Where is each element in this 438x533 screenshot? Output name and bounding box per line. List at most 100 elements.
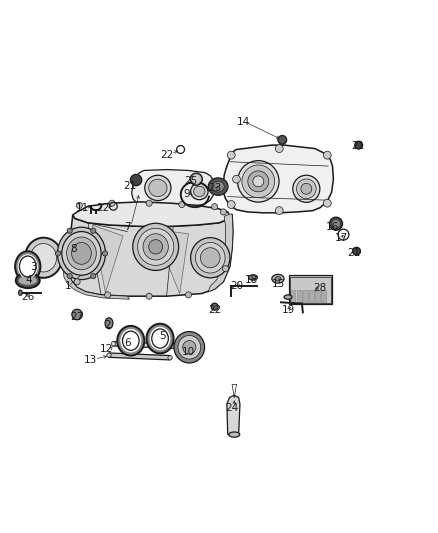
Ellipse shape bbox=[133, 223, 179, 270]
Circle shape bbox=[91, 228, 96, 233]
Ellipse shape bbox=[191, 183, 208, 200]
Polygon shape bbox=[132, 169, 215, 207]
Text: 7: 7 bbox=[124, 222, 131, 232]
Ellipse shape bbox=[301, 183, 312, 194]
Text: 21: 21 bbox=[123, 181, 136, 191]
Polygon shape bbox=[208, 214, 233, 292]
Ellipse shape bbox=[253, 176, 264, 187]
Text: 21: 21 bbox=[351, 141, 364, 151]
Ellipse shape bbox=[138, 228, 174, 265]
Ellipse shape bbox=[174, 332, 205, 363]
Ellipse shape bbox=[72, 243, 91, 264]
Text: 25: 25 bbox=[184, 176, 197, 187]
Circle shape bbox=[185, 292, 191, 298]
Circle shape bbox=[276, 207, 283, 215]
Text: 18: 18 bbox=[245, 276, 258, 286]
Circle shape bbox=[146, 200, 152, 206]
Ellipse shape bbox=[168, 356, 172, 360]
Circle shape bbox=[227, 151, 235, 159]
Circle shape bbox=[323, 151, 331, 159]
Ellipse shape bbox=[248, 171, 269, 192]
Ellipse shape bbox=[143, 234, 168, 260]
Text: 9: 9 bbox=[183, 189, 190, 199]
Circle shape bbox=[102, 251, 108, 256]
FancyBboxPatch shape bbox=[303, 290, 307, 302]
Text: 1: 1 bbox=[65, 281, 72, 291]
Ellipse shape bbox=[147, 324, 173, 353]
Text: 4: 4 bbox=[26, 274, 32, 285]
Ellipse shape bbox=[275, 277, 281, 281]
Circle shape bbox=[105, 292, 111, 298]
Ellipse shape bbox=[178, 344, 183, 349]
Circle shape bbox=[212, 204, 218, 210]
Circle shape bbox=[109, 200, 115, 206]
Text: 12: 12 bbox=[100, 344, 113, 354]
FancyBboxPatch shape bbox=[289, 275, 332, 304]
Ellipse shape bbox=[105, 318, 113, 329]
Ellipse shape bbox=[131, 174, 142, 185]
Circle shape bbox=[74, 279, 80, 285]
Text: 21: 21 bbox=[348, 248, 361, 259]
Ellipse shape bbox=[145, 175, 171, 200]
Ellipse shape bbox=[107, 353, 111, 357]
Text: 28: 28 bbox=[313, 284, 326, 293]
Polygon shape bbox=[113, 342, 180, 349]
Polygon shape bbox=[73, 202, 230, 227]
Text: 11: 11 bbox=[76, 203, 89, 213]
Circle shape bbox=[227, 200, 235, 208]
Ellipse shape bbox=[18, 290, 22, 295]
Circle shape bbox=[72, 309, 82, 320]
Text: 10: 10 bbox=[182, 346, 195, 357]
Polygon shape bbox=[67, 214, 233, 296]
Text: 22: 22 bbox=[208, 305, 221, 315]
Ellipse shape bbox=[201, 248, 220, 268]
Ellipse shape bbox=[19, 277, 36, 285]
Ellipse shape bbox=[194, 186, 205, 197]
Ellipse shape bbox=[25, 238, 62, 278]
Polygon shape bbox=[227, 395, 240, 434]
Text: 23: 23 bbox=[208, 183, 221, 193]
Ellipse shape bbox=[30, 244, 57, 272]
Circle shape bbox=[91, 273, 96, 279]
Text: 22: 22 bbox=[160, 150, 173, 160]
Circle shape bbox=[146, 293, 152, 299]
Ellipse shape bbox=[190, 173, 202, 185]
Text: 19: 19 bbox=[281, 305, 295, 315]
Ellipse shape bbox=[332, 220, 339, 227]
Text: 14: 14 bbox=[237, 117, 250, 127]
Text: 15: 15 bbox=[271, 279, 285, 289]
Ellipse shape bbox=[329, 217, 343, 230]
Ellipse shape bbox=[183, 341, 196, 354]
Ellipse shape bbox=[111, 342, 116, 346]
Polygon shape bbox=[63, 269, 130, 299]
Polygon shape bbox=[109, 353, 170, 360]
Ellipse shape bbox=[150, 327, 170, 350]
Text: 20: 20 bbox=[230, 281, 243, 291]
Ellipse shape bbox=[191, 238, 230, 278]
Ellipse shape bbox=[284, 295, 292, 299]
Circle shape bbox=[179, 201, 185, 207]
Text: 6: 6 bbox=[124, 338, 131, 348]
Text: 22: 22 bbox=[97, 203, 110, 213]
Ellipse shape bbox=[15, 251, 40, 282]
Circle shape bbox=[67, 273, 72, 279]
Text: 26: 26 bbox=[21, 292, 35, 302]
Circle shape bbox=[278, 135, 287, 144]
Circle shape bbox=[211, 303, 218, 310]
Ellipse shape bbox=[117, 326, 145, 356]
Text: 8: 8 bbox=[71, 244, 78, 254]
Ellipse shape bbox=[149, 179, 167, 197]
Text: 5: 5 bbox=[159, 332, 166, 341]
Ellipse shape bbox=[355, 141, 363, 149]
Ellipse shape bbox=[212, 181, 224, 192]
Circle shape bbox=[276, 144, 283, 152]
Ellipse shape bbox=[67, 237, 96, 270]
Ellipse shape bbox=[293, 175, 320, 203]
FancyBboxPatch shape bbox=[290, 290, 295, 302]
Polygon shape bbox=[153, 229, 188, 294]
Ellipse shape bbox=[18, 255, 37, 278]
Circle shape bbox=[220, 209, 226, 215]
Text: 17: 17 bbox=[335, 233, 348, 243]
Ellipse shape bbox=[272, 274, 284, 283]
FancyBboxPatch shape bbox=[321, 290, 326, 302]
